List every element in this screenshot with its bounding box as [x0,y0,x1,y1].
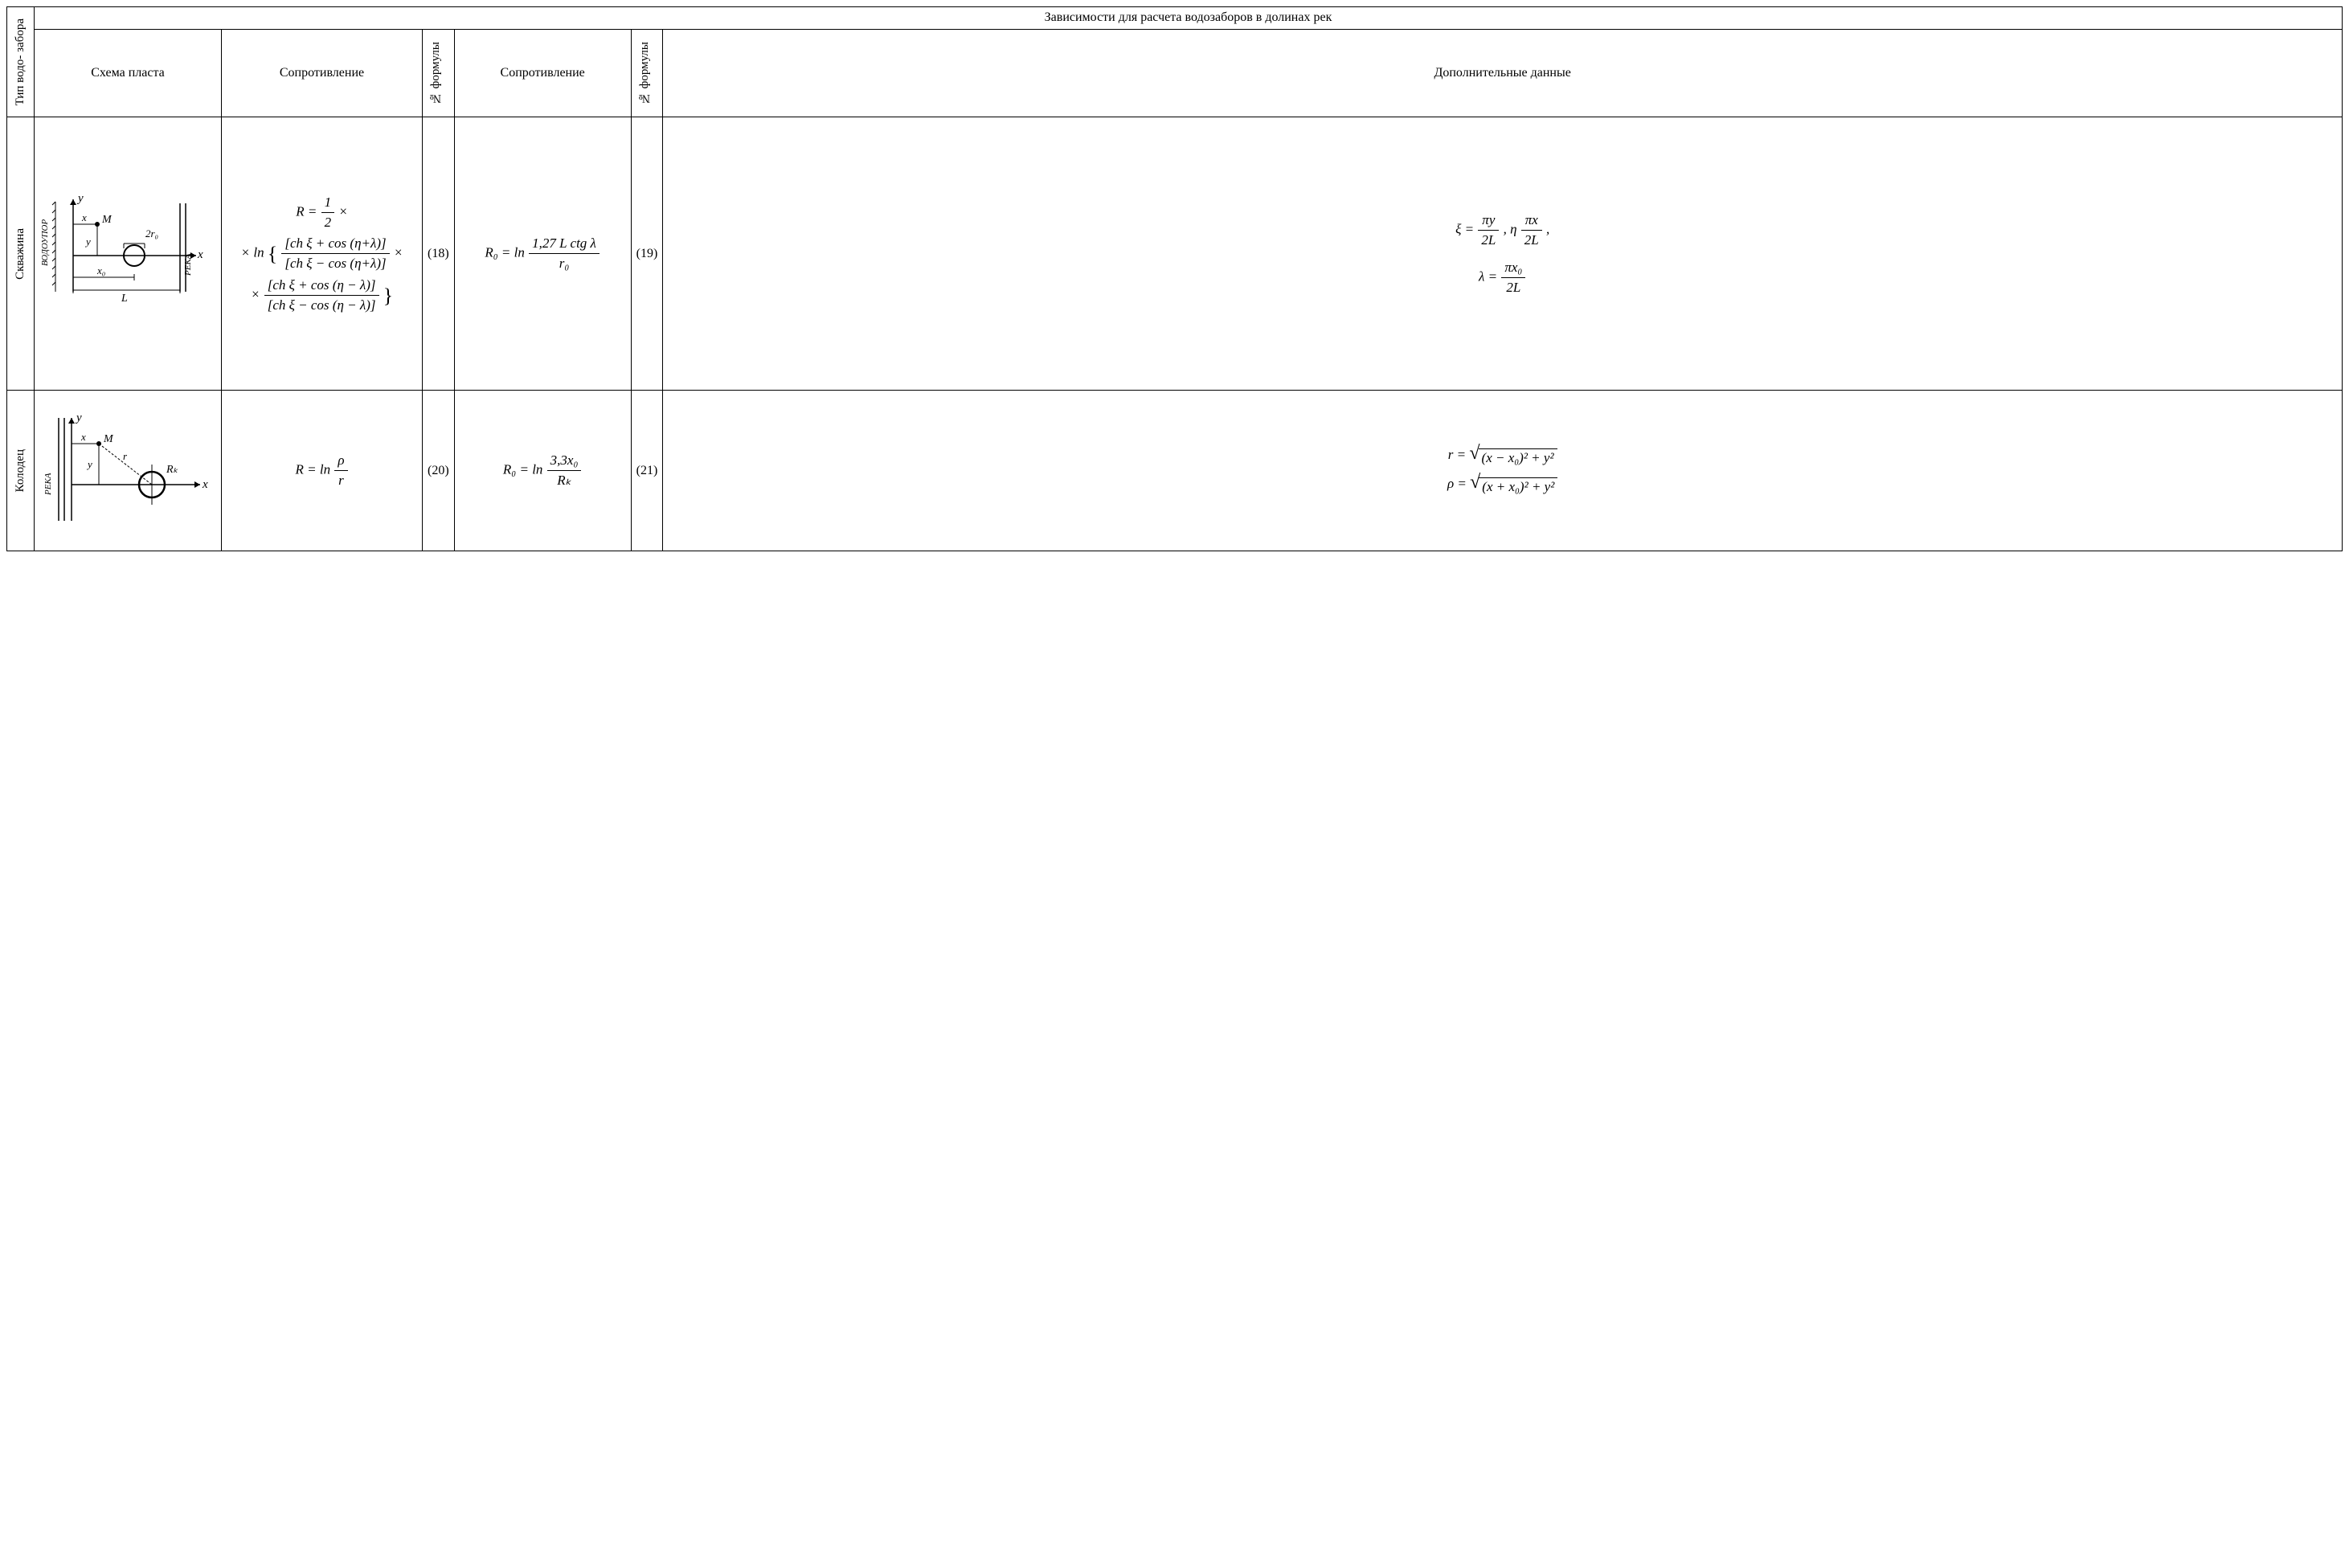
resistance-formula-r0-2: R₀ = ln 3,3x₀Rₖ [454,391,631,551]
row-type-label: Колодец [12,441,29,500]
additional-data-1: ξ = πy2L , η πx2L , λ = πx₀2L [663,117,2343,391]
formula-number: (21) [631,391,663,551]
svg-text:x: x [81,211,87,223]
col-schema: Схема пласта [35,29,222,117]
svg-text:2r₀: 2r₀ [145,227,158,239]
col-formula-no-2: № формулы [636,34,653,113]
resistance-formula-1: R = 12 × × ln { [ch ξ + cos (η+λ)][ch ξ … [222,117,423,391]
resistance-formula-r0-1: R₀ = ln 1,27 L ctg λr₀ [454,117,631,391]
svg-text:y: y [75,411,82,424]
formula-number: (20) [423,391,455,551]
svg-text:L: L [121,293,128,305]
table-title: Зависимости для расчета водозаборов в до… [35,7,2343,30]
svg-text:x: x [197,248,203,261]
svg-text:РЕКА: РЕКА [183,254,193,277]
svg-text:y: y [84,235,91,248]
svg-text:x: x [80,431,86,443]
col-intake-type: Тип водо- забора [12,10,29,113]
svg-text:x₀: x₀ [96,264,105,276]
svg-text:M: M [101,214,113,226]
svg-text:x: x [202,478,208,491]
svg-text:r: r [123,450,128,462]
col-resistance-2: Сопротивление [454,29,631,117]
svg-text:ВОДОУПОР: ВОДОУПОР [40,219,50,266]
svg-text:Rₖ: Rₖ [166,464,179,476]
col-resistance-1: Сопротивление [222,29,423,117]
resistance-formula-2: R = ln ρr [222,391,423,551]
schema-diagram-2: M x y r Rₖ y x РЕКА [35,391,222,551]
col-formula-no-1: № формулы [428,34,444,113]
formula-number: (19) [631,117,663,391]
svg-text:РЕКА: РЕКА [43,473,53,497]
additional-data-2: r = √(x − x₀)² + y² ρ = √(x + x₀)² + y² [663,391,2343,551]
formula-number: (18) [423,117,455,391]
table-row: Скважина [7,117,2343,391]
row-type-label: Скважина [12,220,29,288]
table-row: Колодец M x y r [7,391,2343,551]
schema-diagram-1: M 2r₀ y x x y x₀ [35,117,222,391]
col-additional: Дополнительные данные [663,29,2343,117]
svg-text:M: M [103,433,114,445]
svg-text:y: y [76,192,84,205]
svg-text:y: y [86,458,92,470]
